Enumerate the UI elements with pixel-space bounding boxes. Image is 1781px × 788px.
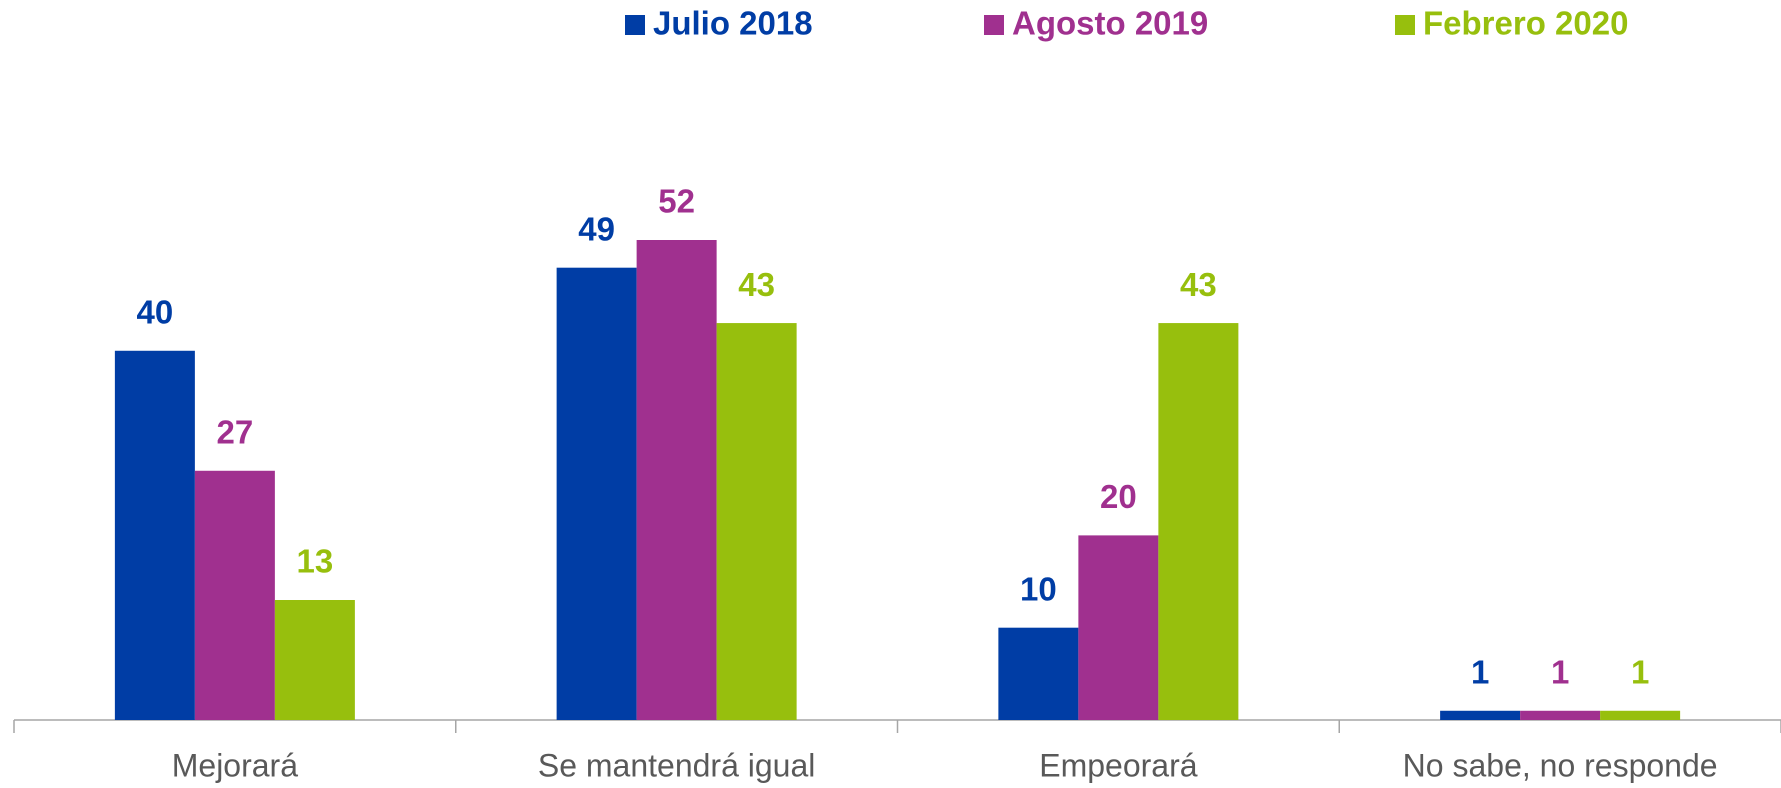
bar [1440,710,1521,720]
bar [636,240,717,720]
value-label: 43 [738,266,775,303]
value-label: 1 [1471,653,1489,690]
bar [998,627,1079,720]
legend-label: Agosto 2019 [1012,5,1208,42]
x-tick-label: Mejorará [172,747,298,783]
value-label: 1 [1551,653,1569,690]
legend-swatch [1395,15,1415,35]
bar [274,600,355,720]
value-label: 20 [1100,478,1137,515]
value-label: 43 [1180,266,1217,303]
value-label: 13 [297,543,334,580]
bar [114,350,195,720]
bar [716,323,797,720]
value-label: 40 [137,293,174,330]
value-label: 52 [658,183,695,220]
value-label: 27 [217,413,254,450]
bar [1158,323,1239,720]
bar [1078,535,1159,720]
x-tick-label: Se mantendrá igual [538,747,816,783]
legend-swatch [625,15,645,35]
bar [194,470,275,720]
x-tick-label: Empeorará [1039,747,1198,783]
legend-label: Julio 2018 [653,5,813,42]
value-label: 1 [1631,653,1649,690]
bar [1520,710,1601,720]
x-tick-label: No sabe, no responde [1403,747,1718,783]
bar [1600,710,1681,720]
legend-label: Febrero 2020 [1423,5,1628,42]
bar [556,267,637,720]
value-label: 49 [578,210,615,247]
legend-swatch [984,15,1004,35]
value-label: 10 [1020,570,1057,607]
